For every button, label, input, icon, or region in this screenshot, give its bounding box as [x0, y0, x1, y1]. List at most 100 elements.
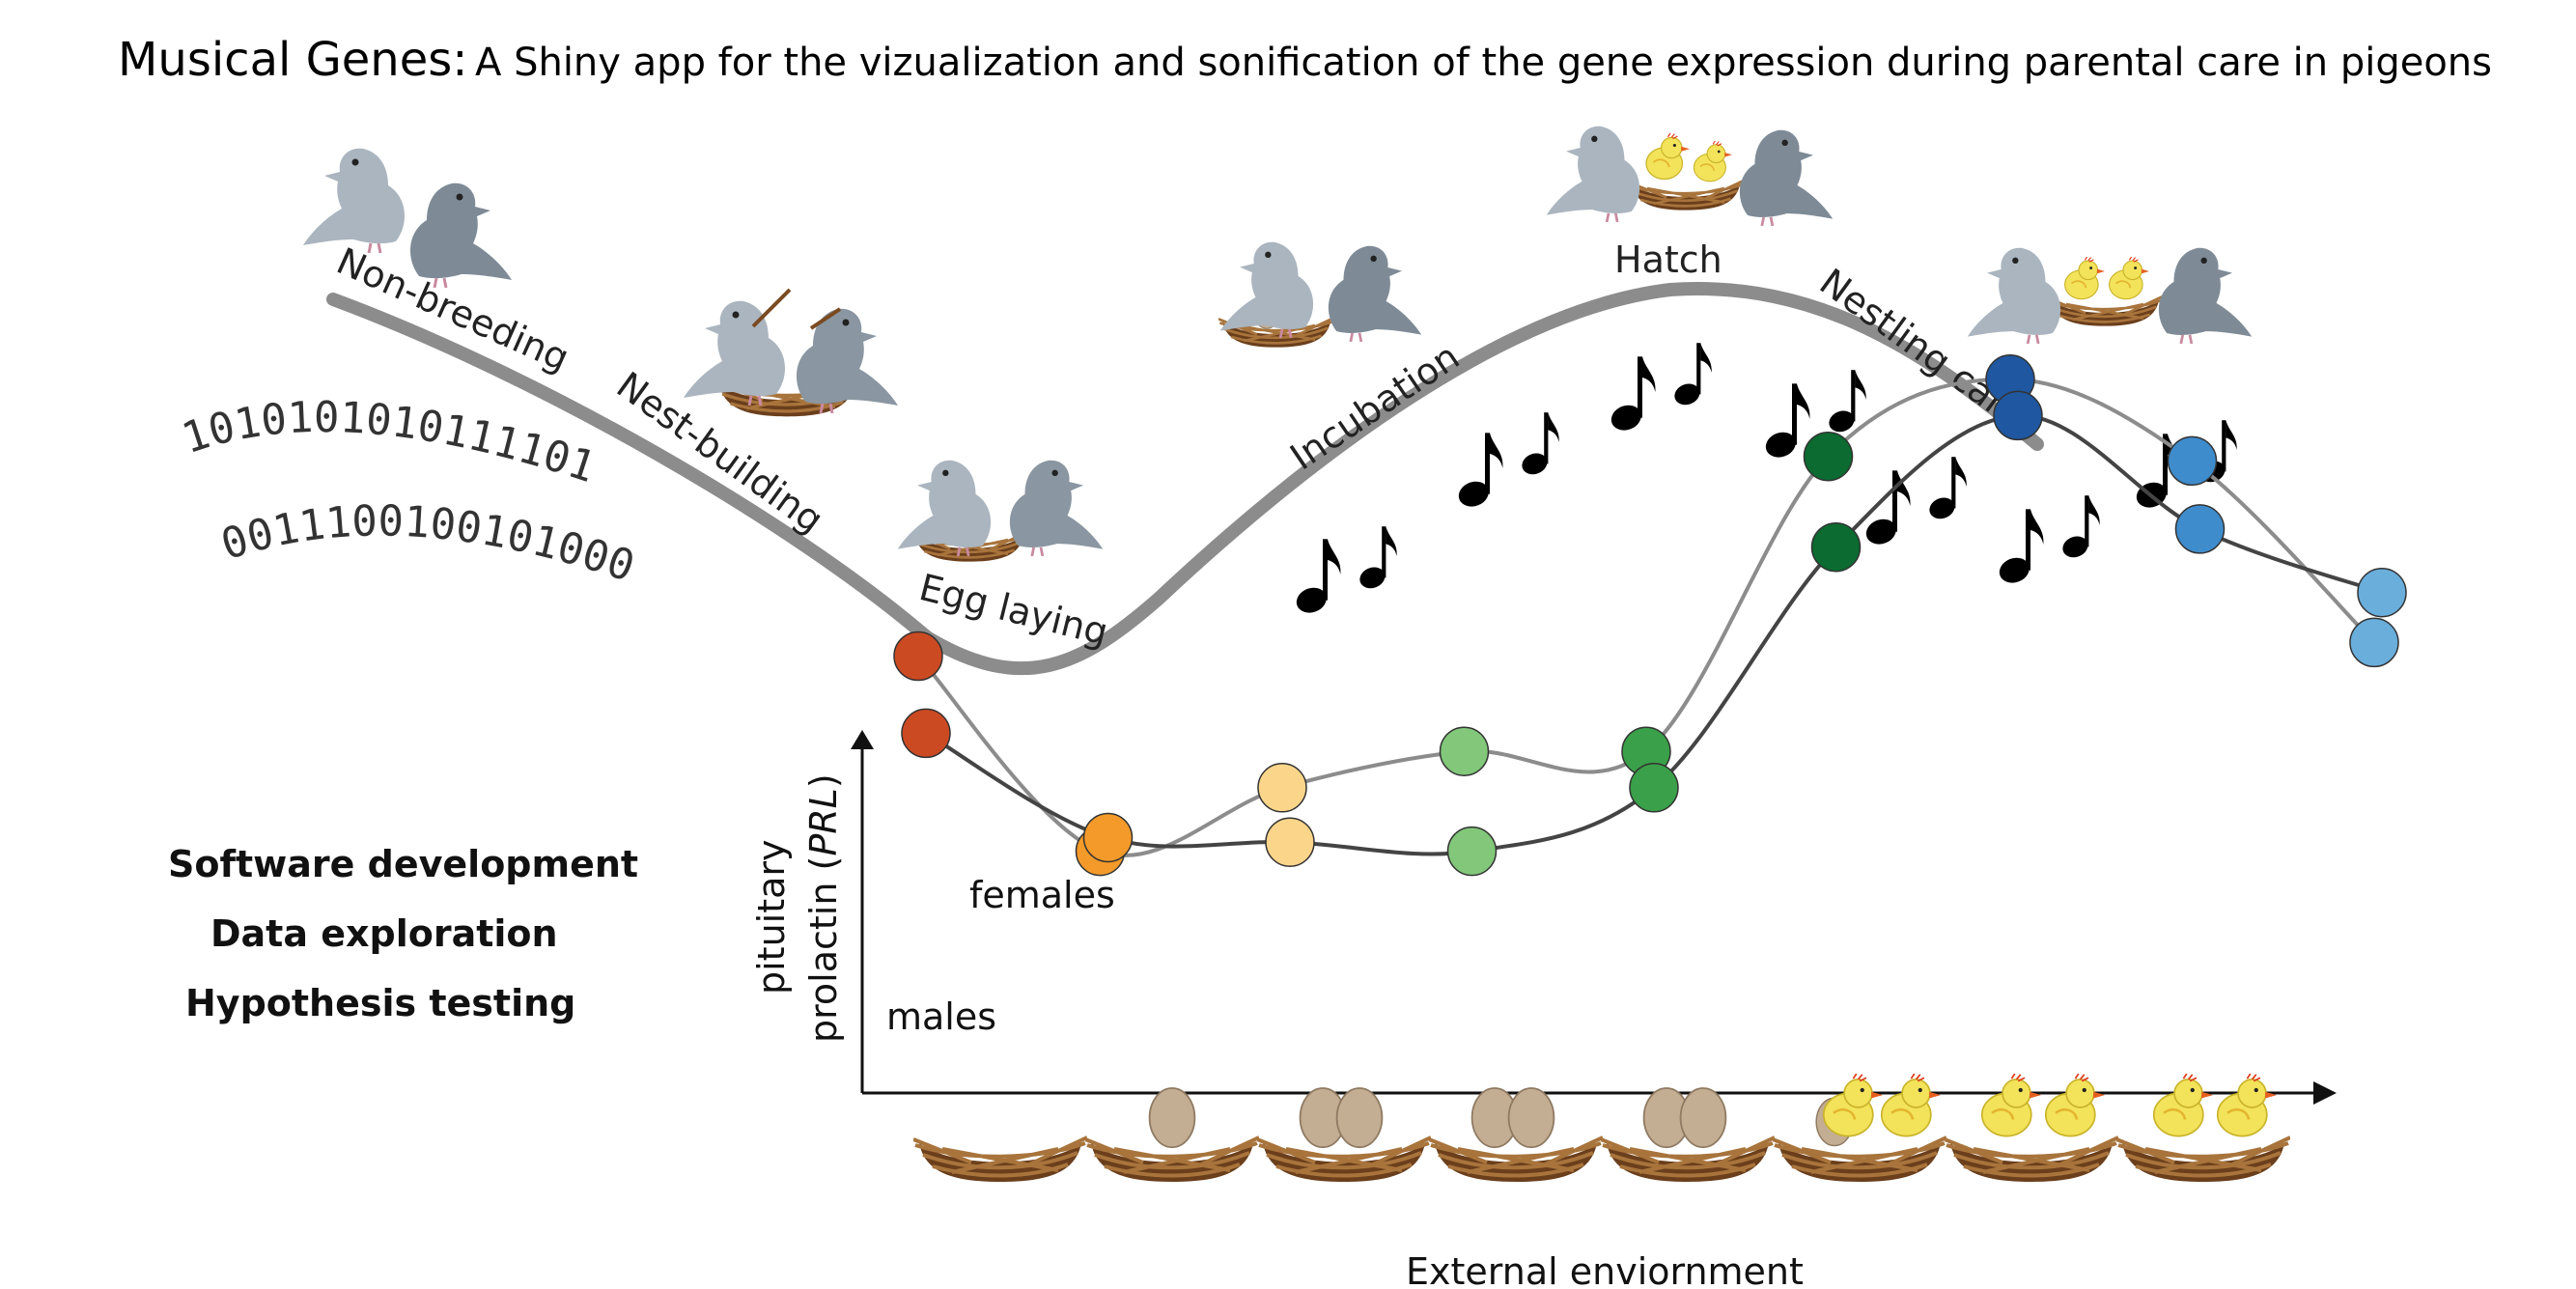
eighth-note-icon: [2060, 495, 2100, 561]
egg-icon: [1507, 1087, 1555, 1149]
chick-icon: [2063, 257, 2105, 300]
stage-illustration-nestling-care: [1966, 246, 2254, 344]
nest-icon: [2047, 294, 2163, 328]
nest-icon: [1628, 179, 1744, 212]
legend-label-males: males: [886, 995, 996, 1038]
egg-icon: [1335, 1087, 1384, 1149]
data-point-females-4: [1439, 726, 1490, 776]
chart-axes: [851, 730, 2337, 1105]
stage-label-incubation: Incubation: [1282, 335, 1467, 479]
title-subtitle: A Shiny app for the vizualization and so…: [475, 41, 2492, 85]
chick-icon: [1880, 1074, 1941, 1137]
x-axis-arrow: [2313, 1081, 2337, 1105]
title-main: Musical Genes:: [118, 33, 467, 87]
eighth-note-icon: [1456, 433, 1503, 511]
pigeon-icon: [1966, 246, 2062, 344]
environment-nest-7: [1945, 1074, 2118, 1184]
twig-icon: [751, 288, 842, 330]
chick-icon: [1980, 1074, 2041, 1137]
y-axis-label-line-2: prolactin (PRL): [802, 773, 845, 1043]
chick-icon: [2152, 1074, 2213, 1137]
pigeon-icon: [896, 459, 993, 556]
legend-label-females: females: [969, 874, 1115, 916]
pigeon-icon: [1327, 244, 1423, 342]
data-point-males-9: [2357, 567, 2407, 618]
eighth-note-icon: [1927, 457, 1967, 522]
use-hypothesis-testing: Hypothesis testing: [185, 982, 575, 1024]
chick-icon: [2108, 257, 2149, 300]
data-point-females-8: [2167, 435, 2218, 487]
y-axis-arrow: [851, 730, 874, 749]
data-point-males-6: [1810, 521, 1862, 573]
pigeon-icon: [1218, 240, 1315, 338]
pigeon-icon: [682, 299, 787, 406]
nest-icon: [2116, 1135, 2290, 1184]
use-software-development: Software development: [168, 843, 638, 885]
eighth-note-icon: [1294, 539, 1341, 617]
data-point-males-7: [1993, 390, 2043, 441]
pigeon-icon: [2157, 246, 2254, 344]
data-point-males-2: [1082, 812, 1134, 863]
egg-icon: [1148, 1087, 1196, 1149]
eighth-note-icon: [1609, 356, 1656, 434]
stage-illustration-egg-laying: [896, 459, 1105, 564]
chick-icon: [2216, 1074, 2277, 1137]
data-point-females-6: [1803, 431, 1854, 482]
nest-icon: [1601, 1135, 1775, 1184]
pigeon-icon: [1545, 125, 1641, 222]
nest-icon: [1945, 1135, 2118, 1184]
x-axis-label: External enviornment: [1406, 1250, 1804, 1289]
chick-icon: [1693, 141, 1732, 182]
y-axis-label-gene: PRL: [802, 788, 845, 856]
data-point-males-8: [2174, 504, 2226, 554]
chick-icon: [1822, 1074, 1883, 1137]
egg-icon: [1679, 1087, 1727, 1149]
stage-illustration-hatch: [1545, 125, 1834, 226]
data-point-males-1: [901, 708, 951, 759]
nest-icon: [1429, 1135, 1603, 1184]
y-axis-label-line-1: pituitary: [750, 839, 793, 995]
data-point-males-4: [1446, 826, 1498, 877]
environment-nest-4: [1429, 1087, 1603, 1184]
pigeon-icon: [408, 182, 514, 288]
stage-illustration-incubation: [1218, 240, 1423, 350]
environment-nest-6: [1773, 1074, 1946, 1184]
environment-nest-1: [913, 1135, 1087, 1184]
pigeon-icon: [1738, 128, 1834, 226]
eighth-note-icon: [1827, 370, 1866, 435]
data-point-males-3: [1265, 817, 1315, 867]
environment-nest-3: [1257, 1087, 1431, 1184]
breeding-cycle-curve: [326, 282, 2044, 676]
pigeon-icon: [1008, 459, 1105, 556]
use-data-exploration: Data exploration: [210, 912, 558, 955]
stage-label-hatch: Hatch: [1614, 238, 1722, 281]
chick-icon: [2044, 1074, 2105, 1137]
chick-icon: [1645, 133, 1690, 181]
data-point-females-9: [2349, 617, 2399, 668]
stage-illustration-nest-building: [682, 288, 900, 419]
y-axis-label-prefix: prolactin (: [802, 856, 845, 1043]
nest-icon: [913, 1135, 1087, 1184]
data-point-females-1: [893, 630, 943, 682]
eighth-note-icon: [1672, 343, 1712, 408]
environment-nest-5: [1601, 1087, 1775, 1184]
series-line-males: [925, 413, 2383, 856]
binary-string-1: 1010101010111101: [177, 393, 602, 492]
data-point-females-3: [1257, 763, 1307, 813]
eighth-note-icon: [1997, 509, 2044, 587]
pigeon-icon: [301, 147, 406, 253]
environment-nest-8: [2116, 1074, 2290, 1184]
pigeon-icon: [795, 307, 900, 413]
data-point-males-5: [1629, 763, 1679, 813]
y-axis-label-close: ): [802, 773, 845, 788]
eighth-note-icon: [1358, 526, 1397, 592]
eighth-note-icon: [1763, 383, 1810, 462]
series-points: [893, 354, 2407, 877]
nest-icon: [1257, 1135, 1431, 1184]
nest-icon: [1773, 1135, 1946, 1184]
environment-nest-2: [1085, 1087, 1259, 1184]
eighth-note-icon: [1520, 412, 1559, 478]
binary-string-2: 0011100100101000: [215, 496, 640, 592]
environment-nests: [913, 1074, 2290, 1184]
